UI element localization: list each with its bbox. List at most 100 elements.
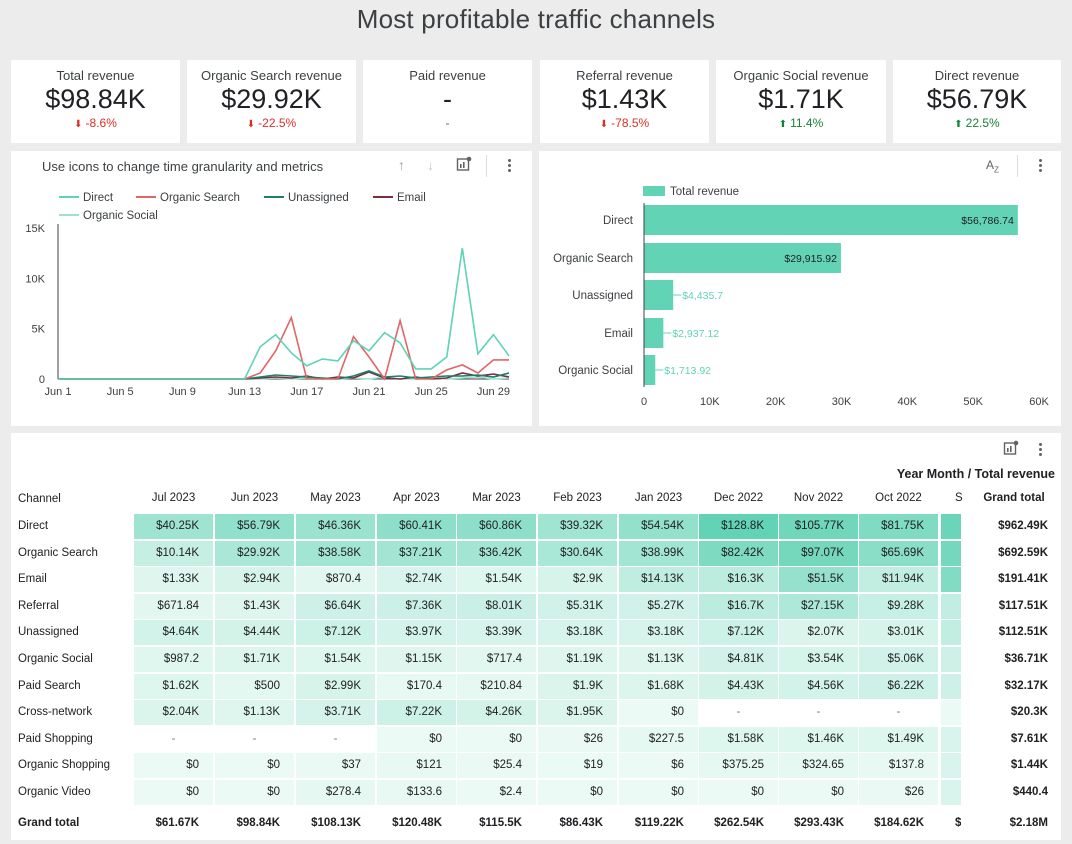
legend-label[interactable]: Organic Search: [160, 192, 240, 204]
kpi-label: Total revenue: [56, 68, 135, 83]
table-cell: $16.7K: [699, 593, 778, 619]
row-channel-label[interactable]: Paid Search: [18, 679, 81, 692]
chart-settings-icon[interactable]: [456, 156, 472, 175]
table-cell: $7.22K: [377, 700, 456, 726]
kpi-delta: ⬇ -78.5%: [540, 116, 709, 130]
grand-total-total: $2.18M: [1009, 816, 1048, 829]
bar[interactable]: [644, 318, 664, 348]
series-line-direct[interactable]: [58, 247, 510, 380]
column-header[interactable]: May 2023: [310, 492, 361, 504]
sort-az-icon[interactable]: AZ: [986, 158, 999, 175]
table-cell: $6.64K: [296, 593, 375, 619]
row-channel-label[interactable]: Organic Social: [18, 653, 93, 665]
bar[interactable]: [644, 355, 656, 385]
column-header[interactable]: Jan 2023: [634, 492, 683, 504]
table-cell: $278.4: [296, 780, 375, 805]
series-line-organic-search[interactable]: [58, 315, 509, 381]
table-cell: $1.19K: [538, 647, 617, 672]
column-header[interactable]: Oct 2022: [875, 492, 922, 504]
table-cell-overflow: [941, 780, 961, 805]
column-header[interactable]: Dec 2022: [713, 492, 764, 504]
column-header-overflow: S: [955, 492, 963, 504]
legend-label[interactable]: Organic Social: [83, 210, 158, 222]
table-cell: $3.54K: [779, 647, 858, 672]
table-cell-overflow: [941, 620, 961, 646]
row-channel-label[interactable]: Email: [18, 573, 47, 586]
more-vert-icon[interactable]: [502, 157, 516, 173]
kpi-value: $29.92K: [221, 84, 322, 114]
table-cell: $0: [215, 780, 294, 805]
table-cell: $0: [699, 780, 778, 805]
table-cell: $56.79K: [215, 514, 294, 539]
table-cell: $1.54K: [457, 567, 536, 593]
table-cell: $2.9K: [538, 567, 617, 593]
table-cell: $37: [296, 753, 375, 779]
table-cell: $324.65: [779, 753, 858, 779]
grand-total-cell: $86.43K: [559, 816, 603, 829]
row-channel-label[interactable]: Cross-network: [18, 706, 93, 719]
table-cell: $1.54K: [296, 647, 375, 672]
chart-settings-icon[interactable]: [1003, 440, 1019, 459]
row-channel-label[interactable]: Unassigned: [18, 626, 79, 639]
table-cell: $1.95K: [538, 700, 617, 726]
kpi-card: Total revenue $98.84K ⬇ -8.6%: [11, 60, 180, 143]
grand-total-row-label: Grand total: [18, 816, 80, 829]
kpi-value: $98.84K: [45, 84, 146, 114]
legend-label[interactable]: Total revenue: [670, 186, 739, 198]
column-header[interactable]: Jul 2023: [151, 492, 196, 504]
table-cell: $1.43K: [215, 593, 294, 619]
row-grand-total: $7.61K: [1010, 732, 1048, 745]
table-cell: $4.26K: [457, 700, 536, 726]
row-channel-label[interactable]: Paid Shopping: [18, 732, 93, 745]
table-cell: $81.75K: [859, 514, 938, 539]
column-header-grand-total[interactable]: Grand total: [983, 492, 1045, 504]
table-cell-overflow: [941, 647, 961, 672]
grand-total-cell: $115.5K: [479, 816, 522, 829]
grand-total-cell: $98.84K: [236, 816, 280, 829]
column-header[interactable]: Feb 2023: [553, 492, 602, 504]
legend-label[interactable]: Direct: [83, 192, 114, 204]
column-header-channel[interactable]: Channel: [18, 493, 61, 505]
table-cell: $40.25K: [134, 514, 213, 539]
x-tick-label: Jun 5: [107, 386, 134, 398]
row-channel-label[interactable]: Organic Video: [18, 786, 91, 798]
column-header[interactable]: Apr 2023: [393, 492, 440, 504]
table-cell: -: [859, 700, 938, 726]
table-cell: $7.12K: [296, 620, 375, 646]
table-cell: -: [134, 726, 213, 752]
grand-total-cell: $108.13K: [311, 816, 361, 829]
arrow-up-icon[interactable]: ↑: [398, 157, 405, 173]
table-cell: $3.97K: [377, 620, 456, 646]
column-header[interactable]: Mar 2023: [472, 492, 521, 504]
table-cell: $4.64K: [134, 620, 213, 646]
row-channel-label[interactable]: Referral: [18, 599, 59, 612]
kpi-delta-text: -22.5%: [258, 116, 297, 130]
x-tick-label: Jun 21: [353, 386, 386, 398]
legend-label[interactable]: Email: [397, 192, 426, 204]
column-header[interactable]: Nov 2022: [793, 492, 844, 504]
grand-total-cell: $120.48K: [392, 816, 442, 829]
row-channel-label[interactable]: Direct: [18, 520, 49, 532]
table-cell: $0: [538, 780, 617, 805]
more-vert-icon[interactable]: [1033, 157, 1047, 173]
column-header[interactable]: Jun 2023: [230, 492, 279, 504]
bar-chart: Total revenue Direct $56,786.74 Organic Sea…: [553, 186, 1049, 408]
x-tick-label: Jun 29: [477, 386, 510, 398]
table-cell: $29.92K: [215, 540, 294, 566]
x-tick-label: 40K: [898, 396, 918, 408]
row-channel-label[interactable]: Organic Search: [18, 546, 98, 559]
row-channel-label[interactable]: Organic Shopping: [18, 759, 111, 772]
legend-label[interactable]: Unassigned: [288, 192, 349, 204]
table-cell: $0: [619, 700, 698, 726]
table-cell: $375.25: [699, 753, 778, 779]
table-cell: -: [779, 700, 858, 726]
bar[interactable]: [644, 243, 841, 273]
row-grand-total: $1.44K: [1010, 759, 1048, 772]
bar[interactable]: [644, 205, 1018, 235]
arrow-down-icon[interactable]: ↓: [427, 157, 434, 173]
toolbar-divider: [486, 155, 487, 177]
table-cell: $60.86K: [457, 514, 536, 539]
table-cell: $4.44K: [215, 620, 294, 646]
bar[interactable]: [644, 280, 674, 310]
more-vert-icon[interactable]: [1033, 441, 1047, 457]
